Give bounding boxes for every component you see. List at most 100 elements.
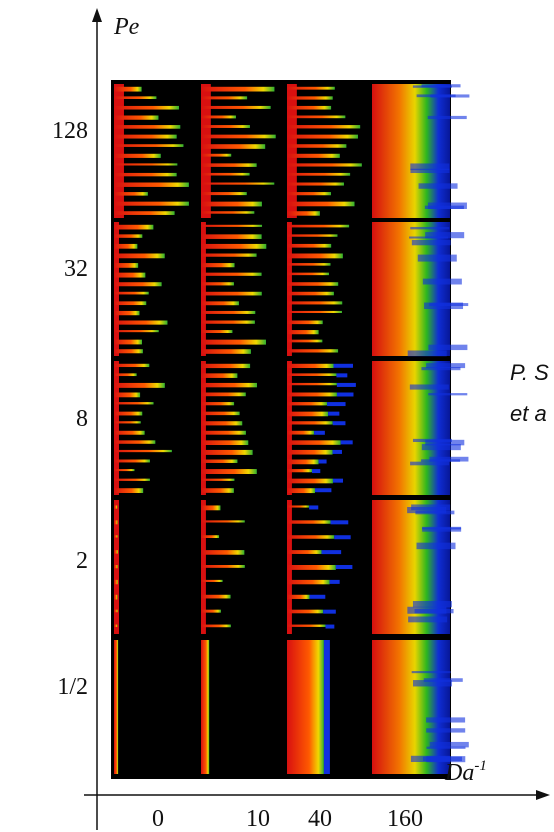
pattern-finger	[114, 609, 118, 613]
pattern-finger	[201, 594, 231, 599]
pattern-finger	[201, 402, 235, 406]
x-axis-label-sup: -1	[474, 758, 487, 774]
pattern-finger-tip	[333, 363, 353, 368]
pattern-finger	[114, 263, 139, 268]
pattern-finger	[201, 291, 262, 296]
pattern-finger-tip	[335, 565, 353, 569]
pattern-finger	[287, 330, 319, 335]
pattern-finger	[201, 459, 238, 463]
pattern-finger	[201, 488, 234, 493]
pattern-stripe	[426, 363, 466, 369]
pattern-front	[201, 640, 210, 774]
pattern-finger	[287, 488, 316, 494]
row-label: 1/2	[57, 674, 88, 700]
pattern-finger-tip	[340, 440, 353, 445]
pattern-front	[287, 640, 324, 774]
pattern-finger	[114, 488, 144, 493]
pattern-stripe	[421, 459, 461, 462]
pattern-finger	[287, 192, 332, 196]
pattern-finger-tip	[336, 392, 354, 397]
pattern-front	[114, 640, 119, 774]
pattern-finger	[201, 320, 255, 324]
pattern-stripe	[409, 384, 449, 390]
pattern-finger	[201, 243, 267, 249]
pattern-stripe	[421, 84, 461, 88]
pattern-finger	[114, 243, 138, 249]
row-label: 32	[64, 256, 88, 282]
pattern-finger-tip	[318, 459, 327, 464]
pattern-stripe	[422, 527, 462, 532]
pattern-finger	[114, 163, 178, 166]
pattern-finger	[287, 253, 343, 259]
pattern-front	[114, 361, 119, 495]
pattern-finger-tip	[327, 402, 346, 407]
pattern-front	[287, 84, 297, 218]
pattern-finger	[287, 478, 333, 484]
pattern-finger	[201, 440, 249, 446]
pattern-front	[323, 640, 330, 774]
pattern-finger	[114, 282, 162, 287]
pattern-finger	[114, 192, 148, 196]
pattern-finger-tip	[315, 488, 332, 493]
pattern-finger	[114, 373, 137, 377]
pattern-field	[372, 500, 450, 634]
pattern-finger	[287, 349, 339, 353]
pattern-finger	[287, 373, 337, 376]
pattern-finger-tip	[329, 579, 340, 584]
pattern-finger	[114, 291, 149, 295]
pattern-finger	[114, 310, 140, 316]
pattern-finger	[201, 478, 235, 481]
pattern-finger	[114, 330, 159, 333]
pattern-stripe	[430, 94, 470, 98]
pattern-finger-tip	[309, 594, 326, 599]
pattern-stripe	[424, 205, 464, 210]
pattern-finger	[287, 263, 331, 266]
pattern-stripe	[421, 444, 461, 451]
pattern-stripe	[410, 755, 450, 763]
pattern-finger	[287, 520, 331, 524]
pattern-field	[372, 84, 450, 218]
pattern-stripe	[429, 456, 469, 462]
pattern-finger	[114, 301, 147, 306]
pattern-finger	[114, 224, 154, 230]
pattern-finger	[201, 115, 236, 119]
pattern-finger	[201, 550, 245, 555]
pattern-front	[114, 222, 119, 356]
pattern-finger	[201, 301, 239, 306]
pattern-finger	[114, 421, 141, 424]
pattern-finger	[287, 565, 336, 570]
pattern-finger	[201, 565, 245, 568]
pattern-finger-tip	[309, 505, 319, 510]
pattern-finger-tip	[312, 469, 321, 474]
pattern-finger	[201, 430, 246, 435]
pattern-stripe	[425, 439, 465, 446]
pattern-finger	[201, 172, 250, 176]
pattern-finger-tip	[336, 382, 356, 387]
pattern-finger	[114, 153, 161, 158]
pattern-finger-tip	[325, 624, 335, 629]
citation-line: P. S	[510, 360, 549, 385]
pattern-finger	[287, 201, 355, 207]
pattern-finger	[114, 550, 118, 554]
pattern-finger	[114, 363, 150, 368]
pattern-stripe	[408, 616, 448, 623]
pattern-finger	[287, 153, 340, 158]
pattern-finger	[201, 349, 251, 354]
pattern-finger	[114, 134, 177, 139]
column-label: 160	[387, 806, 423, 832]
pattern-finger	[114, 430, 145, 435]
pattern-stripe	[410, 168, 450, 174]
pattern-front	[287, 361, 292, 495]
pattern-stripe	[426, 728, 466, 733]
pattern-finger	[287, 430, 315, 435]
row-label: 128	[52, 118, 88, 144]
pattern-finger	[287, 392, 337, 397]
pattern-finger	[287, 339, 323, 343]
pattern-stripe	[427, 115, 467, 120]
pattern-finger	[201, 382, 257, 388]
pattern-finger	[201, 392, 246, 397]
pattern-finger	[287, 310, 342, 314]
pattern-finger	[201, 339, 266, 345]
pattern-finger-tip	[330, 520, 349, 525]
pattern-finger	[201, 263, 235, 268]
